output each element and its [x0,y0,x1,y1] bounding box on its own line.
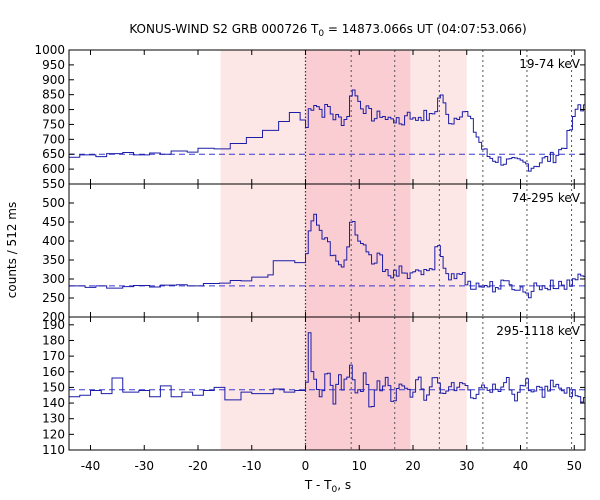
y-tick-label: 700 [42,132,65,146]
x-axis-title-suffix: , s [337,478,351,492]
y-tick-label: 160 [42,365,65,379]
x-tick-label: -40 [81,459,101,473]
y-tick-label: 500 [42,196,65,210]
y-tick-label: 400 [42,234,65,248]
light-curve-series [69,332,585,408]
y-tick-label: 140 [42,396,65,410]
x-tick-label: 30 [459,459,474,473]
y-tick-label: 200 [42,310,65,324]
x-tick-label: -30 [134,459,154,473]
y-tick-label: 550 [42,177,65,191]
y-tick-label: 650 [42,147,65,161]
y-tick-label: 900 [42,73,65,87]
y-tick-label: 350 [42,253,65,267]
y-axis-title: counts / 512 ms [5,202,19,298]
energy-band-label: 295-1118 keV [496,324,580,338]
light-curve-series [69,213,585,299]
y-tick-label: 450 [42,215,65,229]
y-tick-label: 180 [42,333,65,347]
light-curve-series [69,89,585,172]
chart-title-subscript: 0 [318,29,324,39]
x-tick-label: 40 [513,459,528,473]
x-tick-label: 0 [302,459,310,473]
y-tick-label: 950 [42,58,65,72]
shaded-interval-2 [305,184,411,317]
chart-title: KONUS-WIND S2 GRB 000726 T0 = 14873.066s… [129,22,526,39]
chart-title-suffix: = 14873.066s UT (04:07:53.066) [324,22,527,36]
panel-2: 200 250 300 350 400 450 500 74-295 keV [42,183,586,324]
y-tick-label: 190 [42,318,65,332]
y-tick-label: 110 [42,443,65,457]
chart-title-prefix: KONUS-WIND S2 GRB 000726 T [129,22,319,36]
energy-band-label: 74-295 keV [512,191,581,205]
x-tick-label: 50 [567,459,582,473]
x-tick-label: -20 [188,459,208,473]
panel-frame [68,316,586,451]
x-tick-label: 10 [352,459,367,473]
y-tick-label: 750 [42,117,65,131]
y-tick-label: 850 [42,88,65,102]
energy-band-label: 19-74 keV [519,57,581,71]
x-axis-title-prefix: T - T [304,478,332,492]
y-tick-label: 130 [42,412,65,426]
x-axis-title-subscript: 0 [332,485,338,495]
y-tick-label: 600 [42,162,65,176]
y-tick-label: 300 [42,272,65,286]
y-tick-label: 1000 [34,43,65,57]
shaded-interval-2 [305,317,411,450]
y-tick-label: 150 [42,380,65,394]
x-axis-title: T - T0, s [304,478,351,495]
y-tick-label: 800 [42,103,65,117]
y-tick-label: 120 [42,427,65,441]
y-tick-label: 170 [42,349,65,363]
x-tick-label: -10 [242,459,262,473]
y-tick-label: 250 [42,291,65,305]
x-tick-label: 20 [405,459,420,473]
